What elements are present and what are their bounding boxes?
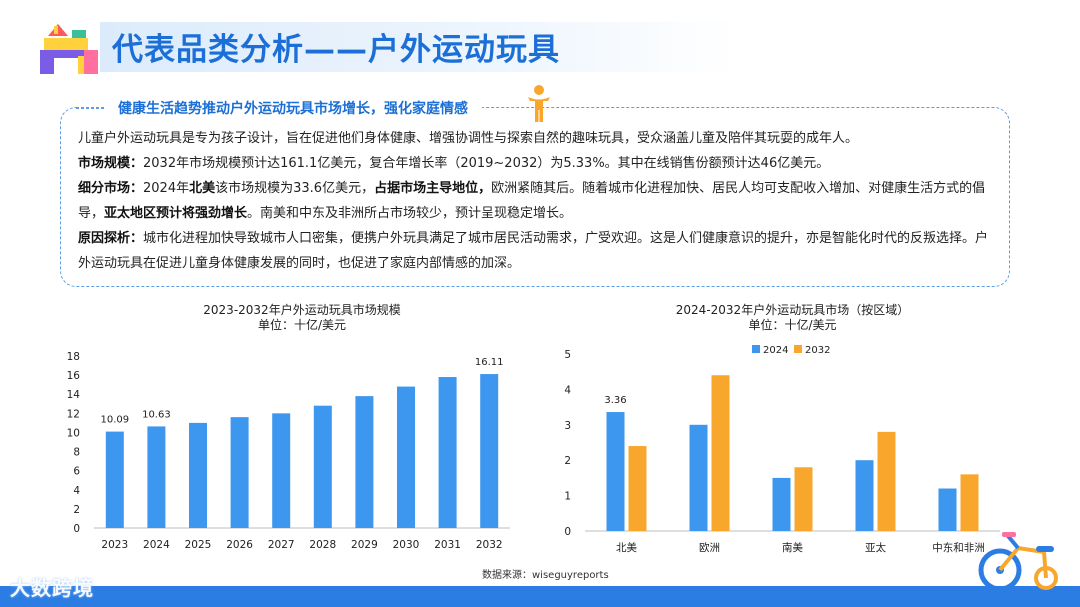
reason-text: 城市化进程加快导致城市人口密集，便携户外玩具满足了城市居民活动需求，广受欢迎。这… (78, 231, 989, 271)
bar (355, 396, 374, 528)
bar (147, 426, 166, 528)
segment-paragraph: 细分市场：2024年北美该市场规模为33.6亿美元，占据市场主导地位，欧洲紧随其… (78, 176, 998, 226)
summary-text: 儿童户外运动玩具是专为孩子设计，旨在促进他们身体健康、增强协调性与探索自然的趣味… (78, 126, 998, 276)
summary-box (60, 107, 1010, 287)
y-tick-label: 4 (73, 485, 80, 497)
summary-intro: 儿童户外运动玩具是专为孩子设计，旨在促进他们身体健康、增强协调性与探索自然的趣味… (78, 131, 859, 146)
legend-label: 2024 (763, 345, 788, 356)
bar (189, 422, 207, 528)
toy-blocks-icon (40, 24, 98, 74)
bar (628, 446, 647, 531)
x-tick-label: 2026 (226, 539, 253, 551)
segment-text-b: 北美 (189, 181, 216, 196)
segment-text-e: 欧洲紧随其后。随着城市化进程加快、居民人均可支配收入增加、对健康生活方式的倡导， (78, 181, 986, 221)
bar (397, 386, 415, 528)
bar (438, 377, 457, 528)
x-tick-label: 欧洲 (699, 542, 720, 554)
chart-title: 2024-2032年户外运动玩具市场（按区域） (676, 302, 909, 317)
bar (772, 477, 791, 531)
y-tick-label: 12 (67, 408, 80, 420)
chart-subtitle: 单位：十亿/美元 (258, 317, 346, 332)
footer-bar (0, 586, 1080, 607)
y-tick-label: 0 (564, 526, 571, 538)
y-tick-label: 6 (73, 466, 80, 478)
y-tick-label: 8 (73, 447, 80, 459)
title-banner (100, 22, 740, 72)
x-tick-label: 2029 (351, 539, 378, 551)
y-tick-label: 2 (73, 504, 80, 516)
chart-title: 2023-2032年户外运动玩具市场规模 (203, 302, 400, 317)
regional-market-bar-chart: 2024-2032年户外运动玩具市场（按区域）单位：十亿/美元 0 1 2 3 4 5 北美 3… (564, 302, 1000, 554)
bar (606, 412, 625, 531)
x-tick-label: 中东和非洲 (932, 541, 985, 554)
segment-label: 细分市场： (78, 181, 144, 196)
heading-dash-line (76, 108, 104, 109)
bar (938, 488, 957, 531)
market-size-paragraph: 市场规模：2032年市场规模预计达161.1亿美元，复合年增长率（2019~20… (78, 151, 998, 176)
market-size-text: 2032年市场规模预计达161.1亿美元，复合年增长率（2019~2032）为5… (143, 156, 830, 171)
bar (313, 405, 332, 528)
y-tick-label: 4 (564, 384, 571, 396)
data-label: 10.63 (142, 409, 171, 420)
legend-swatch (794, 345, 802, 353)
x-tick-label: 南美 (782, 541, 803, 554)
y-tick-label: 0 (73, 523, 80, 535)
bar (877, 431, 896, 531)
segment-text-g: 。南美和中东及非洲所占市场较少，预计呈现稳定增长。 (247, 206, 573, 221)
segment-text-c: 该市场规模为33.6亿美元， (215, 181, 375, 196)
data-label: 16.11 (475, 357, 504, 368)
y-tick-label: 18 (67, 351, 80, 363)
x-tick-label: 2024 (143, 539, 170, 551)
y-tick-label: 2 (564, 455, 571, 467)
x-tick-label: 北美 (616, 541, 637, 554)
reason-paragraph: 原因探析：城市化进程加快导致城市人口密集，便携户外玩具满足了城市居民活动需求，广… (78, 226, 998, 276)
person-icon (528, 85, 550, 122)
bar (480, 374, 499, 528)
x-tick-label: 2031 (434, 539, 461, 551)
data-source: 数据来源：wiseguyreports (482, 570, 609, 581)
y-tick-label: 14 (67, 389, 81, 401)
data-label: 10.09 (100, 415, 129, 426)
bar (689, 424, 708, 531)
page-title: 代表品类分析——户外运动玩具 (112, 32, 560, 68)
segment-text-a: 2024年 (143, 181, 190, 196)
segment-text-f: 亚太地区预计将强劲增长 (104, 206, 248, 221)
bar (711, 375, 730, 531)
segment-text-d: 占据市场主导地位， (374, 181, 492, 196)
footer-brand: 大数跨境 (10, 576, 94, 600)
x-tick-label: 亚太 (865, 541, 886, 554)
x-tick-label: 2025 (185, 539, 212, 551)
legend-label: 2032 (805, 345, 830, 356)
reason-label: 原因探析： (78, 231, 144, 246)
y-tick-label: 1 (564, 491, 571, 503)
chart-subtitle: 单位：十亿/美元 (748, 317, 836, 332)
bar (794, 467, 813, 531)
bar (272, 413, 291, 528)
market-size-label: 市场规模： (78, 156, 144, 171)
y-tick-label: 3 (564, 420, 571, 432)
legend-swatch (752, 345, 760, 353)
summary-heading: 健康生活趋势推动户外运动玩具市场增长，强化家庭情感 (104, 98, 482, 118)
x-tick-label: 2028 (309, 539, 336, 551)
x-tick-label: 2030 (393, 539, 420, 551)
bar (960, 474, 979, 531)
bar (855, 460, 874, 531)
x-tick-label: 2032 (476, 539, 503, 551)
tricycle-icon (978, 532, 1058, 592)
y-tick-label: 16 (67, 370, 81, 382)
y-tick-label: 10 (67, 427, 80, 439)
bar (230, 417, 249, 528)
y-tick-label: 5 (564, 349, 571, 361)
bar (105, 431, 124, 528)
x-tick-label: 2027 (268, 539, 295, 551)
x-tick-label: 2023 (101, 539, 128, 551)
data-label: 3.36 (604, 395, 626, 406)
